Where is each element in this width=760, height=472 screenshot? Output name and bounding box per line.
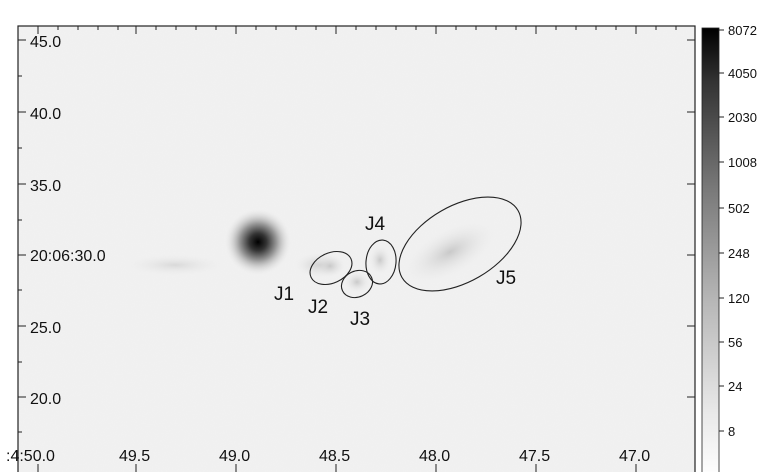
colorbar-label: 24 [728, 379, 742, 394]
dec-label: 35.0 [30, 178, 61, 195]
colorbar-label: 8 [728, 424, 735, 439]
sky-image [18, 26, 695, 472]
ra-label: :4:50.0 [6, 448, 55, 465]
colorbar-label: 120 [728, 291, 750, 306]
region-j4-label: J4 [365, 214, 386, 235]
ra-label: 49.0 [219, 448, 250, 465]
dec-label: 25.0 [30, 320, 61, 337]
dec-label: 45.0 [30, 34, 61, 51]
colorbar-label: 502 [728, 201, 750, 216]
region-j2-label: J2 [308, 297, 328, 318]
colorbar-label: 56 [728, 335, 742, 350]
ra-label: 47.0 [619, 448, 650, 465]
ra-label: 49.5 [119, 448, 150, 465]
dec-label: 20.0 [30, 391, 61, 408]
colorbar-label: 2030 [728, 110, 757, 125]
colorbar-label: 0 [728, 469, 735, 472]
ra-label: 48.0 [419, 448, 450, 465]
region-j4-ellipse[interactable] [364, 239, 398, 285]
colorbar-scale [701, 27, 720, 472]
dec-label: 20:06:30.0 [30, 248, 106, 265]
frame-ticks [18, 26, 695, 472]
dec-label: 40.0 [30, 106, 61, 123]
ra-label: 47.5 [519, 448, 550, 465]
ra-label: 48.5 [319, 448, 350, 465]
core-source [224, 208, 292, 276]
region-j3-ellipse[interactable] [337, 265, 377, 302]
region-j2-ellipse[interactable] [305, 245, 358, 291]
region-j3-label: J3 [350, 309, 370, 330]
colorbar-label: 1008 [728, 155, 757, 170]
region-j5-ellipse[interactable] [383, 178, 537, 311]
region-ellipses [305, 178, 537, 311]
colorbar-label: 4050 [728, 66, 757, 81]
colorbar: 8072 4050 2030 1008 502 248 120 56 24 8 … [701, 23, 757, 472]
colorbar-label: 8072 [728, 23, 757, 38]
colorbar-label: 248 [728, 246, 750, 261]
region-j5-label: J5 [496, 268, 516, 289]
region-j1-label: J1 [274, 284, 294, 305]
